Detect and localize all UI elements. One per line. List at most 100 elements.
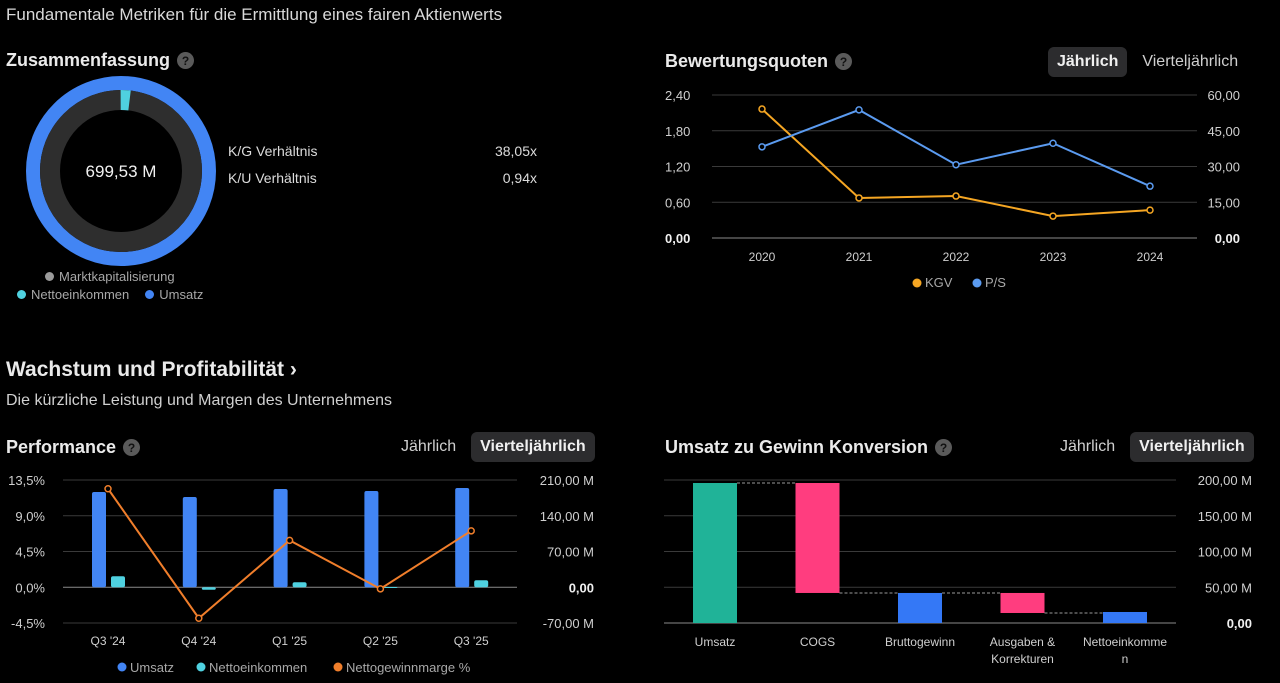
margin-line <box>107 488 472 620</box>
x-axis-label: 2021 <box>846 250 873 264</box>
left-axis-tick: 13,5% <box>8 473 45 488</box>
x-axis-label: Nettoeinkomme <box>1083 635 1167 649</box>
ps-ratio-value: 0,94x <box>502 170 537 186</box>
data-point <box>952 160 960 169</box>
tab-annual[interactable]: Jährlich <box>1048 47 1128 77</box>
margin-point <box>285 536 294 545</box>
legend-net-income: Nettoeinkommen <box>17 287 129 302</box>
tab-quarterly[interactable]: Vierteljährlich <box>1142 53 1239 70</box>
revenue-ring <box>26 76 216 266</box>
data-point <box>855 194 863 202</box>
net-income-bar <box>292 582 307 588</box>
right-axis-tick: 50,00 M <box>1205 580 1252 595</box>
waterfall-bar <box>795 483 840 593</box>
performance-chart: -4,5% -70,00 M 0,0% 0,00 4,5% 70,00 M 9,0% 140,… <box>8 473 594 675</box>
help-icon[interactable]: ? <box>177 52 195 69</box>
waterfall-bar <box>1103 611 1147 623</box>
data-point <box>758 105 766 113</box>
right-axis-tick: 150,00 M <box>1198 509 1252 524</box>
revenue-bar <box>364 491 379 588</box>
performance-title: Performance <box>6 437 117 457</box>
performance-header: Performance ? <box>6 437 141 458</box>
net-income-arc <box>120 90 131 111</box>
data-point <box>1146 206 1154 214</box>
x-axis-label: 2023 <box>1040 250 1067 264</box>
data-point <box>1146 182 1154 190</box>
right-axis-tick: 45,00 <box>1207 124 1240 139</box>
left-axis-tick: 1,20 <box>665 160 690 175</box>
x-axis-label: Q4 '24 <box>181 634 216 648</box>
revenue-dot-icon <box>145 290 155 299</box>
summary-header: Zusammenfassung ? <box>6 50 195 71</box>
legend-label: Nettoeinkommen <box>31 287 130 302</box>
legend-label: Nettogewinnmarge % <box>346 660 471 675</box>
donut-center-value: 699,53 M <box>86 162 157 181</box>
waterfall-bar <box>1000 592 1045 613</box>
x-axis-label: Umsatz <box>695 635 736 649</box>
net-income-dot-icon <box>17 290 26 299</box>
left-axis-tick: -4,5% <box>11 616 45 631</box>
left-axis-tick: 0,0% <box>15 580 45 595</box>
right-axis-tick: 200,00 M <box>1198 473 1252 488</box>
legend-dot-icon <box>196 662 206 672</box>
revenue-bar <box>92 492 106 588</box>
conversion-header: Umsatz zu Gewinn Konversion ? <box>665 437 953 458</box>
x-axis-label: Korrekturen <box>991 652 1054 666</box>
waterfall-bar <box>693 483 737 623</box>
net-income-bar <box>201 587 216 590</box>
right-axis-tick: 30,00 <box>1207 160 1240 175</box>
x-axis-label: n <box>1122 652 1129 666</box>
net-income-bar <box>474 580 489 588</box>
x-axis-label: Q3 '24 <box>91 634 126 648</box>
conversion-period-toggle: Jährlich Vierteljährlich <box>1051 432 1254 462</box>
margin-point <box>376 585 385 593</box>
legend-market-cap: Marktkapitalisierung <box>45 269 175 284</box>
tab-annual[interactable]: Jährlich <box>1060 438 1116 455</box>
right-axis-tick: 0,00 <box>1227 616 1252 631</box>
help-icon[interactable]: ? <box>123 439 141 456</box>
right-axis-tick: 100,00 M <box>1198 545 1252 560</box>
x-axis-label: Q2 '25 <box>363 634 398 648</box>
growth-section-title[interactable]: Wachstum und Profitabilität › <box>6 358 297 381</box>
x-axis-label: COGS <box>800 635 835 649</box>
margin-point <box>195 614 203 622</box>
data-point <box>1049 139 1057 148</box>
pe-ratio-label: K/G Verhältnis <box>228 143 318 159</box>
help-icon[interactable]: ? <box>935 439 953 456</box>
x-axis-label: 2022 <box>943 250 970 264</box>
net-income-bar <box>111 576 125 588</box>
data-point <box>855 106 863 114</box>
data-point <box>1049 212 1057 220</box>
help-icon[interactable]: ? <box>835 53 853 70</box>
legend-label: P/S <box>985 275 1006 290</box>
tab-quarterly[interactable]: Vierteljährlich <box>1130 432 1254 462</box>
valuation-header: Bewertungsquoten ? <box>665 51 853 72</box>
tab-quarterly[interactable]: Vierteljährlich <box>471 432 595 462</box>
ps-ratio-label: K/U Verhältnis <box>228 170 317 186</box>
left-axis-tick: 1,80 <box>665 124 690 139</box>
legend-label: Nettoeinkommen <box>209 660 307 675</box>
legend-dot-icon <box>333 662 343 672</box>
right-axis-tick: -70,00 M <box>543 616 594 631</box>
right-axis-tick: 60,00 <box>1207 88 1240 103</box>
summary-title: Zusammenfassung <box>6 50 171 70</box>
summary-legend-row1: Marktkapitalisierung <box>45 269 175 284</box>
legend-label: KGV <box>925 275 953 290</box>
right-axis-tick: 210,00 M <box>540 473 594 488</box>
page-title: Fundamentale Metriken für die Ermittlung… <box>6 5 503 24</box>
x-axis-label: 2020 <box>749 250 776 264</box>
left-axis-tick: 0,00 <box>665 231 690 246</box>
pe-ratio-value: 38,05x <box>494 143 537 159</box>
conversion-title: Umsatz zu Gewinn Konversion <box>665 437 929 457</box>
tab-annual[interactable]: Jährlich <box>401 438 457 455</box>
margin-point <box>467 527 475 535</box>
x-axis-label: Ausgaben & <box>990 635 1055 649</box>
summary-donut: 699,53 M <box>26 76 216 266</box>
net-income-bar <box>383 586 398 588</box>
legend-dot-icon <box>912 278 922 288</box>
valuation-period-toggle: Jährlich Vierteljährlich <box>1048 47 1247 77</box>
valuation-chart: 0,00 0,00 0,60 15,00 1,20 30,00 1,80 45,00 2,40 6… <box>665 88 1240 290</box>
growth-section-subtitle: Die kürzliche Leistung und Margen des Un… <box>6 392 392 409</box>
right-axis-tick: 15,00 <box>1207 195 1240 210</box>
performance-period-toggle: Jährlich Vierteljährlich <box>392 432 595 462</box>
